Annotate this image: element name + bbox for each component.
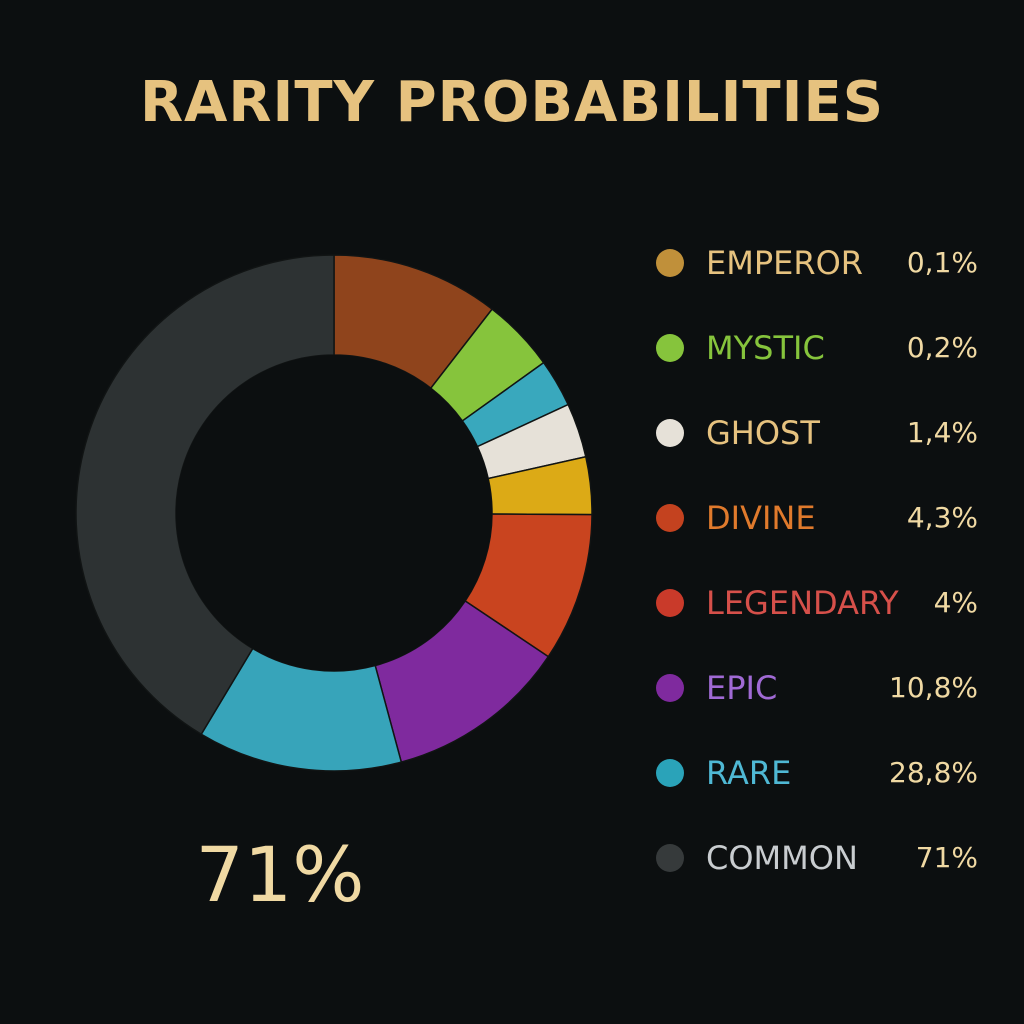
legend-item-common: COMMON 71% (650, 833, 990, 883)
legend-label: MYSTIC (706, 329, 825, 367)
donut-slices (75, 254, 593, 772)
legend-swatch (656, 419, 684, 447)
legend-swatch (656, 674, 684, 702)
legend-value: 4% (933, 586, 978, 619)
legend-item-epic: EPIC 10,8% (650, 663, 990, 713)
legend-label: DIVINE (706, 499, 816, 537)
legend-label: EMPEROR (706, 244, 863, 282)
legend-item-divine: DIVINE 4,3% (650, 493, 990, 543)
legend-item-emperor: EMPEROR 0,1% (650, 238, 990, 288)
legend-swatch (656, 334, 684, 362)
legend-swatch (656, 844, 684, 872)
legend-label: RARE (706, 754, 792, 792)
legend-value: 71% (915, 841, 978, 874)
chart-title: RARITY PROBABILITIES (139, 70, 885, 135)
legend-value: 28,8% (889, 756, 978, 789)
legend-swatch (656, 504, 684, 532)
legend-swatch (656, 249, 684, 277)
legend-label: EPIC (706, 669, 778, 707)
legend-swatch (656, 759, 684, 787)
legend: EMPEROR 0,1% MYSTIC 0,2% GHOST 1,4% DIVINE 4,3%… (650, 0, 1010, 1024)
legend-label: LEGENDARY (706, 584, 899, 622)
donut-hole (176, 355, 492, 671)
legend-item-legendary: LEGENDARY 4% (650, 578, 990, 628)
legend-item-rare: RARE 28,8% (650, 748, 990, 798)
legend-value: 1,4% (906, 416, 978, 449)
legend-value: 0,1% (906, 246, 978, 279)
legend-swatch (656, 589, 684, 617)
legend-value: 4,3% (906, 501, 978, 534)
legend-item-mystic: MYSTIC 0,2% (650, 323, 990, 373)
legend-value: 10,8% (889, 671, 978, 704)
legend-item-ghost: GHOST 1,4% (650, 408, 990, 458)
legend-label: GHOST (706, 414, 820, 452)
legend-label: COMMON (706, 839, 858, 877)
headline-percentage: 71% (195, 830, 365, 919)
legend-value: 0,2% (906, 331, 978, 364)
